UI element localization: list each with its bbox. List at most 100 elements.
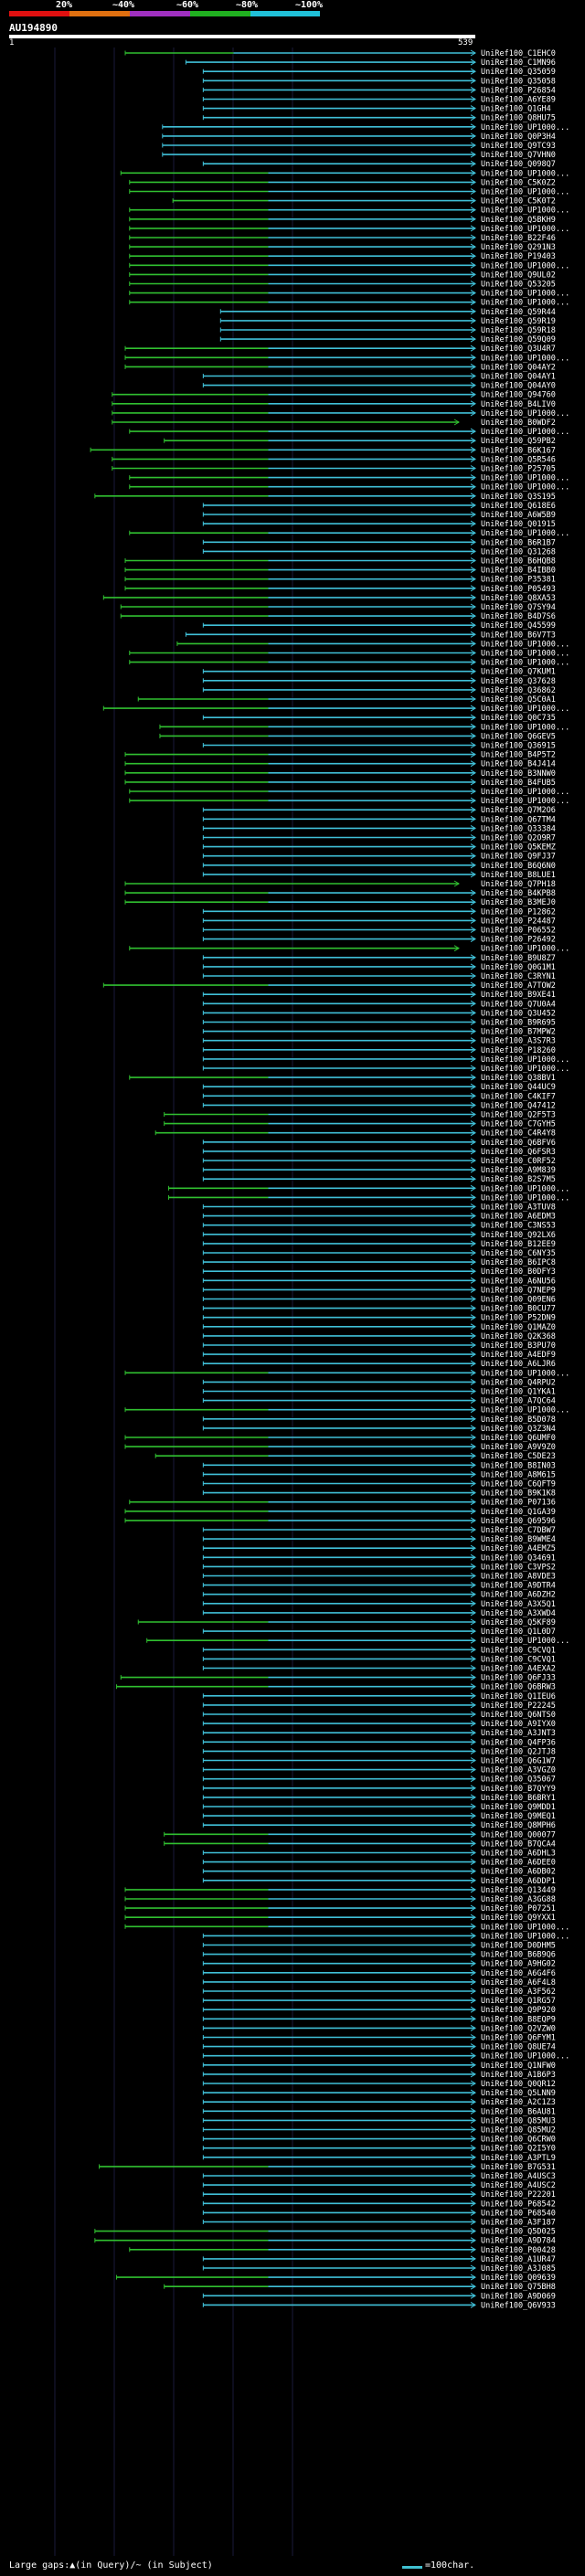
hit-row[interactable]: UniRef100_UP1000...	[129, 483, 569, 493]
hit-row[interactable]: UniRef100_Q35067	[202, 1776, 556, 1785]
hit-label[interactable]: UniRef100_A4USC3	[481, 2172, 556, 2181]
hit-row[interactable]: UniRef100_UP1000...	[202, 2052, 569, 2062]
hit-label[interactable]: UniRef100_Q7M2O6	[481, 806, 556, 815]
hit-row[interactable]: UniRef100_UP1000...	[112, 409, 569, 419]
hit-label[interactable]: UniRef100_B4J414	[481, 760, 556, 769]
hit-label[interactable]: UniRef100_B6AU81	[481, 2107, 556, 2116]
hit-row[interactable]: UniRef100_Q1MAZ0	[202, 1323, 556, 1332]
hit-row[interactable]: UniRef100_P22245	[202, 1701, 556, 1711]
hit-row[interactable]: UniRef100_Q8HU75	[202, 114, 556, 123]
hit-row[interactable]: UniRef100_Q0P3H4	[162, 133, 556, 142]
hit-label[interactable]: UniRef100_Q2VZW0	[481, 2024, 556, 2033]
hit-row[interactable]: UniRef100_Q37628	[202, 677, 556, 686]
hit-row[interactable]: UniRef100_Q13449	[124, 1886, 556, 1895]
hit-row[interactable]: UniRef100_B6AU81	[202, 2107, 556, 2116]
hit-label[interactable]: UniRef100_B3NNW0	[481, 769, 556, 779]
hit-label[interactable]: UniRef100_Q0G1M1	[481, 963, 556, 972]
hit-label[interactable]: UniRef100_UP1000...	[481, 483, 569, 493]
hit-label[interactable]: UniRef100_Q1YKA1	[481, 1388, 556, 1397]
hit-row[interactable]: UniRef100_Q92LX6	[202, 1231, 556, 1240]
hit-label[interactable]: UniRef100_UP1000...	[481, 409, 569, 419]
hit-label[interactable]: UniRef100_Q94760	[481, 391, 556, 400]
hit-row[interactable]: UniRef100_Q85MU3	[202, 2116, 556, 2125]
hit-row[interactable]: UniRef100_B9R695	[202, 1019, 556, 1028]
hit-row[interactable]: UniRef100_Q6NTS0	[202, 1711, 556, 1720]
hit-row[interactable]: UniRef100_P25705	[112, 465, 556, 474]
hit-row[interactable]: UniRef100_Q9TC93	[162, 142, 556, 151]
hit-label[interactable]: UniRef100_A7TOW2	[481, 981, 556, 991]
hit-label[interactable]: UniRef100_A3J085	[481, 2264, 556, 2274]
hit-label[interactable]: UniRef100_Q6NTS0	[481, 1711, 556, 1720]
hit-row[interactable]: UniRef100_Q33384	[202, 824, 556, 833]
hit-label[interactable]: UniRef100_P07251	[481, 1904, 556, 1913]
hit-label[interactable]: UniRef100_Q8XA53	[481, 594, 556, 603]
hit-row[interactable]: UniRef100_B7QYY9	[202, 1785, 556, 1794]
hit-label[interactable]: UniRef100_B6B9Q6	[481, 1951, 556, 1960]
hit-label[interactable]: UniRef100_A6F4L8	[481, 1978, 556, 1988]
hit-label[interactable]: UniRef100_A9DTR4	[481, 1582, 556, 1591]
hit-label[interactable]: UniRef100_C5K0Z2	[481, 178, 556, 187]
hit-label[interactable]: UniRef100_Q04AY2	[481, 363, 556, 372]
hit-label[interactable]: UniRef100_B0DFY3	[481, 1267, 556, 1277]
hit-row[interactable]: UniRef100_Q7SY94	[120, 603, 556, 612]
hit-row[interactable]: UniRef100_A1B6P3	[202, 2071, 556, 2080]
hit-row[interactable]: UniRef100_Q2I5Y0	[202, 2145, 556, 2154]
hit-label[interactable]: UniRef100_A6LJR6	[481, 1360, 556, 1369]
hit-row[interactable]: UniRef100_Q94760	[112, 391, 556, 400]
hit-label[interactable]: UniRef100_Q75BH8	[481, 2283, 556, 2292]
hit-row[interactable]: UniRef100_UP1000...	[129, 428, 569, 437]
hit-label[interactable]: UniRef100_Q2JTJ8	[481, 1747, 556, 1756]
hit-label[interactable]: UniRef100_P00428	[481, 2246, 556, 2255]
hit-row[interactable]: UniRef100_Q01915	[202, 520, 556, 529]
hit-label[interactable]: UniRef100_Q3S195	[481, 493, 556, 502]
hit-row[interactable]: UniRef100_Q2JTJ8	[202, 1747, 556, 1756]
hit-row[interactable]: UniRef100_A6DEE0	[202, 1859, 556, 1868]
hit-row[interactable]: UniRef100_Q5KF89	[137, 1618, 556, 1627]
hit-label[interactable]: UniRef100_A9M839	[481, 1166, 556, 1175]
hit-row[interactable]: UniRef100_Q53205	[129, 281, 556, 290]
hit-label[interactable]: UniRef100_A7QC64	[481, 1397, 556, 1406]
hit-label[interactable]: UniRef100_B9WME4	[481, 1535, 556, 1544]
hit-label[interactable]: UniRef100_P07136	[481, 1499, 556, 1508]
hit-label[interactable]: UniRef100_B3PU70	[481, 1341, 556, 1351]
hit-label[interactable]: UniRef100_Q3U452	[481, 1009, 556, 1018]
hit-label[interactable]: UniRef100_Q1MAZ0	[481, 1323, 556, 1332]
hit-row[interactable]: UniRef100_A9HG02	[202, 1960, 556, 1969]
hit-row[interactable]: UniRef100_C3RYN1	[202, 972, 556, 981]
hit-label[interactable]: UniRef100_C6NY35	[481, 1249, 556, 1258]
hit-label[interactable]: UniRef100_Q59R18	[481, 326, 556, 335]
hit-label[interactable]: UniRef100_UP1000...	[481, 1406, 569, 1415]
hit-label[interactable]: UniRef100_Q291N3	[481, 243, 556, 252]
hit-row[interactable]: UniRef100_A6YE89	[202, 96, 556, 105]
hit-row[interactable]: UniRef100_P52DN9	[202, 1314, 556, 1323]
hit-label[interactable]: UniRef100_B9XE41	[481, 991, 556, 1000]
hit-label[interactable]: UniRef100_P25705	[481, 465, 556, 474]
hit-label[interactable]: UniRef100_Q7NEP9	[481, 1286, 556, 1295]
hit-label[interactable]: UniRef100_Q04AY0	[481, 382, 556, 391]
hit-label[interactable]: UniRef100_A1B6P3	[481, 2071, 556, 2080]
hit-label[interactable]: UniRef100_P26492	[481, 936, 556, 945]
hit-row[interactable]: UniRef100_B4IBB0	[124, 567, 556, 576]
hit-row[interactable]: UniRef100_P06552	[202, 927, 556, 936]
hit-row[interactable]: UniRef100_UP1000...	[129, 797, 569, 806]
hit-row[interactable]: UniRef100_Q9YXX1	[124, 1913, 556, 1923]
hit-row[interactable]: UniRef100_Q6BFV6	[202, 1139, 556, 1148]
hit-row[interactable]: UniRef100_Q098Q7	[202, 160, 556, 169]
hit-row[interactable]: UniRef100_B8LUE1	[202, 871, 556, 880]
hit-label[interactable]: UniRef100_P26854	[481, 86, 556, 95]
hit-label[interactable]: UniRef100_D0DHM5	[481, 1942, 556, 1951]
hit-label[interactable]: UniRef100_C9CVQ1	[481, 1655, 556, 1664]
hit-row[interactable]: UniRef100_Q2F5T3	[164, 1111, 556, 1120]
hit-row[interactable]: UniRef100_Q1YKA1	[202, 1388, 556, 1397]
hit-row[interactable]: UniRef100_A7QC64	[202, 1397, 556, 1406]
hit-label[interactable]: UniRef100_Q6CRW0	[481, 2136, 556, 2145]
hit-row[interactable]: UniRef100_Q3U4R7	[124, 345, 556, 354]
hit-label[interactable]: UniRef100_B7QYY9	[481, 1785, 556, 1794]
hit-row[interactable]: UniRef100_UP1000...	[202, 1932, 569, 1941]
hit-label[interactable]: UniRef100_UP1000...	[481, 945, 569, 954]
hit-label[interactable]: UniRef100_A3PTL9	[481, 2154, 556, 2163]
hit-label[interactable]: UniRef100_A9D784	[481, 2237, 556, 2246]
hit-label[interactable]: UniRef100_A6DB02	[481, 1868, 556, 1877]
hit-label[interactable]: UniRef100_Q36915	[481, 742, 556, 751]
hit-row[interactable]: UniRef100_Q6CRW0	[202, 2136, 556, 2145]
